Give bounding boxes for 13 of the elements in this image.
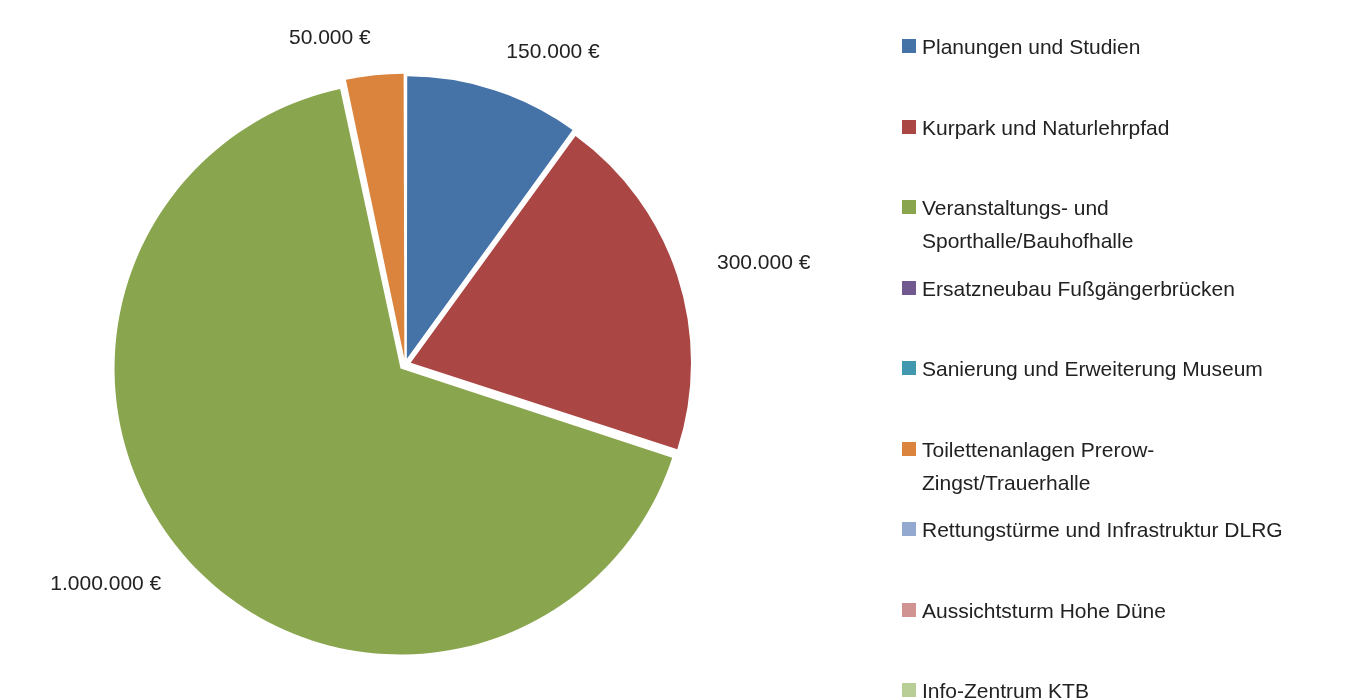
legend-label: Veranstaltungs- und Sporthalle/Bauhofhalle <box>922 195 1135 254</box>
legend-label: Toilettenanlagen Prerow-Zingst/Trauerhalle <box>922 436 1156 496</box>
legend-label: Aussichtsturm Hohe Düne <box>922 597 1166 624</box>
data-label: 1.000.000 € <box>50 570 162 594</box>
data-label: 50.000 € <box>288 25 372 49</box>
legend-label: Planungen und Studien <box>922 34 1141 60</box>
legend-label: Ersatzneubau Fußgängerbrücken <box>922 275 1235 302</box>
legend-label: Info-Zentrum KTB <box>922 678 1089 699</box>
data-label: 150.000 € <box>506 39 601 63</box>
data-label: 300.000 € <box>716 249 811 273</box>
legend-label: Sanierung und Erweiterung Museum <box>922 356 1263 382</box>
legend-label: Rettungstürme und Infrastruktur DLRG <box>922 517 1283 543</box>
legend-label: Kurpark und Naturlehrpfad <box>922 114 1170 141</box>
